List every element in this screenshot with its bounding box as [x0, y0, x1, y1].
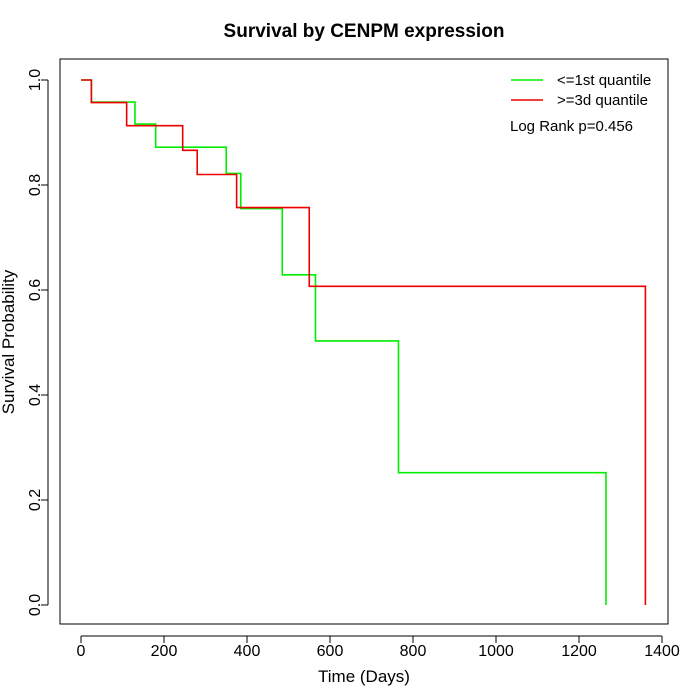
y-tick-label: 1.0 — [27, 69, 44, 91]
x-axis: 0 200 400 600 800 1000 1200 1400 — [77, 635, 680, 660]
y-axis: 0.0 0.2 0.4 0.6 0.8 1.0 — [27, 69, 49, 616]
y-axis-label: Survival Probability — [0, 269, 18, 414]
x-tick-label: 1200 — [561, 643, 597, 660]
y-tick-label: 0.6 — [27, 279, 44, 301]
x-tick-label: 800 — [400, 643, 427, 660]
series-line-2 — [81, 79, 647, 605]
log-rank-annotation: Log Rank p=0.456 — [510, 118, 633, 135]
y-tick-label: 0.0 — [27, 594, 44, 616]
x-tick-label: 1400 — [644, 643, 680, 660]
legend-label-1: <=1st quantile — [557, 72, 651, 89]
x-tick-label: 200 — [151, 643, 178, 660]
chart-title: Survival by CENPM expression — [224, 21, 505, 42]
y-tick-label: 0.8 — [27, 174, 44, 196]
x-tick-label: 400 — [234, 643, 261, 660]
x-tick-label: 0 — [77, 643, 86, 660]
y-tick-label: 0.4 — [27, 384, 44, 406]
x-tick-label: 600 — [317, 643, 344, 660]
legend: <=1st quantile >=3d quantile — [511, 72, 651, 109]
y-tick-label: 0.2 — [27, 489, 44, 511]
series-line-1 — [81, 79, 607, 605]
x-tick-label: 1000 — [478, 643, 514, 660]
series-layer — [81, 79, 647, 605]
plot-frame — [59, 58, 669, 625]
legend-label-2: >=3d quantile — [557, 92, 648, 109]
x-axis-label: Time (Days) — [318, 667, 410, 686]
